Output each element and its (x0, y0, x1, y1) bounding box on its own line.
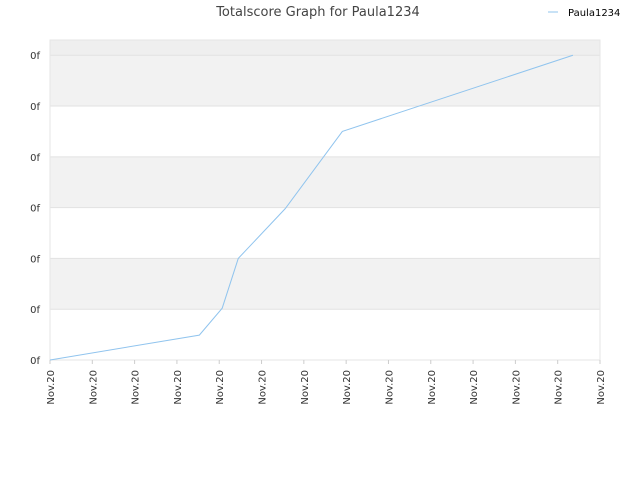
y-tick-label: 0f (30, 254, 40, 265)
x-tick-label: Nov.20 (88, 370, 99, 405)
x-tick-label: Nov.20 (131, 370, 142, 405)
band (50, 156, 600, 208)
x-tick-label: Nov.20 (469, 370, 480, 405)
x-tick-label: Nov.20 (384, 370, 395, 405)
band (50, 258, 600, 310)
band (50, 55, 600, 107)
plot-border (49, 39, 601, 361)
band (50, 40, 600, 56)
y-tick-label: 0f (30, 204, 40, 215)
y-tick-label: 0f (30, 51, 40, 62)
x-tick-label: Nov.20 (342, 370, 353, 405)
x-tick-label: Nov.20 (215, 370, 226, 405)
y-tick-label: 0f (30, 153, 40, 164)
data-line (49, 54, 574, 361)
x-tick-label: Nov.20 (173, 370, 184, 405)
x-tick-label: Nov.20 (46, 370, 57, 405)
y-tick-label: 0f (30, 356, 40, 367)
x-tick-label: Nov.20 (427, 370, 438, 405)
x-tick-label: Nov.20 (511, 370, 522, 405)
y-tick-label: 0f (30, 102, 40, 113)
x-tick-label: Nov.20 (258, 370, 269, 405)
y-tick-label: 0f (30, 305, 40, 316)
chart-title: Totalscore Graph for Paula1234 (215, 5, 420, 20)
legend-label: Paula1234 (568, 8, 620, 19)
x-tick-label: Nov.20 (596, 370, 607, 405)
x-tick-label: Nov.20 (300, 370, 311, 405)
x-tick-label: Nov.20 (554, 370, 565, 405)
